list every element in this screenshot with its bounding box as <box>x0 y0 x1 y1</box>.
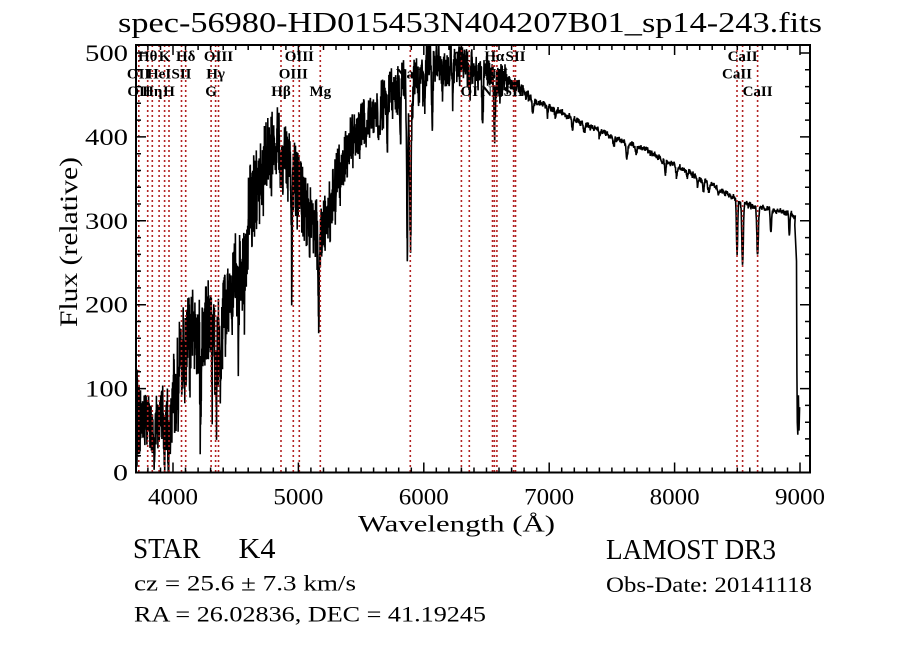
svg-text:SII: SII <box>171 67 191 83</box>
svg-text:OI: OI <box>453 49 471 65</box>
svg-text:0: 0 <box>113 461 128 486</box>
svg-text:STAR: STAR <box>133 534 201 565</box>
svg-text:H: H <box>163 84 175 100</box>
svg-text:spec-56980-HD015453N404207B01_: spec-56980-HD015453N404207B01_sp14-243.f… <box>118 7 822 39</box>
svg-text:9000: 9000 <box>775 485 825 510</box>
svg-text:Hγ: Hγ <box>206 67 225 83</box>
svg-text:Obs-Date: 20141118: Obs-Date: 20141118 <box>606 572 812 597</box>
svg-text:OII: OII <box>127 84 151 100</box>
svg-text:SII: SII <box>504 84 524 100</box>
svg-text:400: 400 <box>85 125 128 150</box>
svg-text:Hα: Hα <box>484 49 505 65</box>
svg-text:HeI: HeI <box>147 67 171 83</box>
svg-text:Mg: Mg <box>309 84 331 100</box>
svg-text:OI: OI <box>461 84 479 100</box>
svg-text:RA = 26.02836, DEC = 41.1924: RA = 26.02836, DEC = 41.19245 <box>134 602 486 627</box>
svg-text:G: G <box>205 84 217 100</box>
svg-text:LAMOST DR3: LAMOST DR3 <box>606 535 776 566</box>
svg-text:4000: 4000 <box>148 485 198 510</box>
svg-text:OIII: OIII <box>204 49 233 65</box>
svg-text:Flux (relative): Flux (relative) <box>56 157 83 327</box>
svg-text:OIII: OIII <box>285 49 314 65</box>
svg-text:NII: NII <box>481 84 504 100</box>
svg-text:SII: SII <box>505 49 525 65</box>
svg-text:cz = 25.6 ± 7.3 km/s: cz = 25.6 ± 7.3 km/s <box>134 571 356 596</box>
svg-text:CaII: CaII <box>722 67 752 83</box>
svg-text:Wavelength (Å): Wavelength (Å) <box>358 512 555 537</box>
svg-text:300: 300 <box>85 209 128 234</box>
svg-text:Hβ: Hβ <box>271 84 291 100</box>
svg-text:CaII: CaII <box>743 84 773 100</box>
svg-text:Hδ: Hδ <box>176 49 196 65</box>
svg-text:K: K <box>159 49 171 65</box>
svg-text:100: 100 <box>85 377 128 402</box>
svg-text:200: 200 <box>85 293 128 318</box>
svg-text:Hθ: Hθ <box>138 49 158 65</box>
svg-text:6000: 6000 <box>399 485 449 510</box>
svg-text:K4: K4 <box>239 534 276 565</box>
svg-text:OIII: OIII <box>279 67 308 83</box>
svg-text:Hη: Hη <box>142 84 162 100</box>
svg-text:NaD: NaD <box>396 67 425 83</box>
svg-text:500: 500 <box>85 41 128 66</box>
svg-text:NII: NII <box>486 67 509 83</box>
svg-text:7000: 7000 <box>524 485 574 510</box>
svg-text:CaII: CaII <box>728 49 758 65</box>
svg-text:5000: 5000 <box>273 485 323 510</box>
svg-text:OII: OII <box>127 67 151 83</box>
svg-text:8000: 8000 <box>650 485 700 510</box>
